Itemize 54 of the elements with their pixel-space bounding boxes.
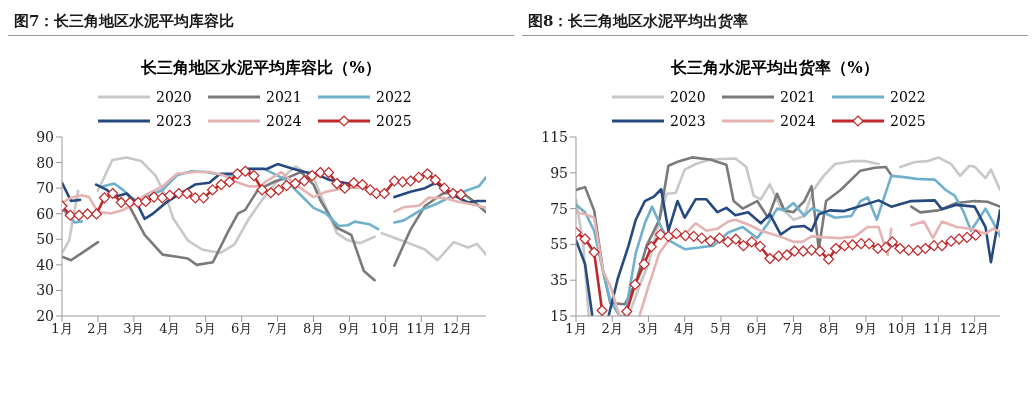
y-tick-label: 70 — [36, 180, 54, 197]
x-tick-label: 7月 — [782, 321, 805, 337]
y-tick-label: 40 — [36, 256, 54, 273]
x-tick-label: 2月 — [601, 321, 623, 337]
chart-title: 图7：长三角地区水泥平均库容比 — [8, 8, 514, 36]
x-tick-label: 6月 — [746, 321, 768, 337]
x-tick-label: 11月 — [923, 321, 954, 337]
x-tick-label: 4月 — [674, 321, 696, 337]
legend-label: 2022 — [376, 89, 412, 105]
legend-label: 2022 — [890, 89, 926, 105]
chart-subtitle: 长三角地区水泥平均库容比（%） — [140, 58, 382, 79]
legend-label: 2025 — [890, 113, 926, 129]
legend-label: 2021 — [780, 89, 816, 105]
y-tick-label: 60 — [36, 205, 54, 222]
y-tick-label: 95 — [550, 164, 568, 181]
x-tick-label: 12月 — [959, 321, 990, 337]
legend-label: 2020 — [670, 89, 706, 105]
legend-label: 2024 — [266, 113, 302, 129]
x-tick-label: 10月 — [887, 321, 917, 337]
y-tick-label: 75 — [550, 200, 568, 217]
legend-label: 2023 — [670, 113, 706, 129]
x-tick-label: 6月 — [231, 321, 253, 337]
y-tick-label: 90 — [36, 128, 54, 145]
y-tick-label: 15 — [550, 307, 568, 324]
y-tick-label: 50 — [36, 231, 54, 248]
y-tick-label: 115 — [541, 128, 568, 145]
x-tick-label: 8月 — [819, 321, 841, 337]
x-tick-label: 7月 — [266, 321, 289, 337]
chart-title: 图8：长三角地区水泥平均出货率 — [522, 8, 1028, 36]
x-tick-label: 3月 — [123, 321, 145, 337]
x-tick-label: 9月 — [338, 321, 361, 337]
x-tick-label: 8月 — [302, 321, 325, 337]
chart-subtitle: 长三角水泥平均出货率（%） — [670, 58, 880, 79]
legend-label: 2024 — [780, 113, 816, 129]
y-tick-label: 20 — [36, 307, 54, 324]
x-tick-label: 12月 — [442, 321, 473, 337]
legend-label: 2021 — [266, 89, 302, 105]
x-tick-label: 4月 — [159, 321, 181, 337]
x-tick-label: 3月 — [637, 321, 660, 337]
y-tick-label: 80 — [36, 154, 54, 171]
x-tick-label: 5月 — [195, 321, 217, 337]
y-tick-label: 30 — [36, 282, 54, 299]
x-tick-label: 5月 — [710, 321, 732, 337]
x-tick-label: 10月 — [370, 321, 401, 337]
x-tick-label: 1月 — [565, 321, 587, 337]
legend-label: 2020 — [156, 89, 192, 105]
y-tick-label: 35 — [550, 272, 568, 289]
x-tick-label: 9月 — [855, 321, 877, 337]
x-tick-label: 1月 — [51, 321, 73, 337]
legend-label: 2025 — [376, 113, 412, 129]
y-tick-label: 55 — [550, 236, 568, 253]
x-tick-label: 2月 — [87, 321, 109, 337]
legend-label: 2023 — [156, 113, 192, 129]
x-tick-label: 11月 — [406, 321, 437, 337]
